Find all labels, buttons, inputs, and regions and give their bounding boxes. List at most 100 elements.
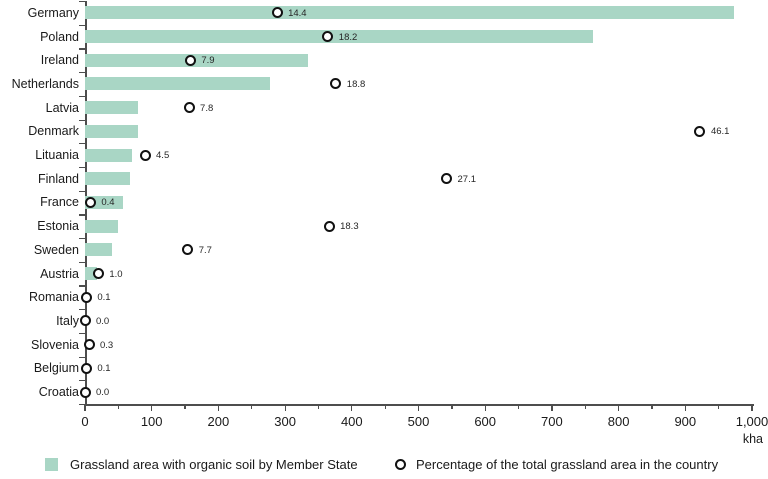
percentage-marker (92, 268, 104, 280)
percentage-marker (83, 339, 95, 351)
percentage-marker (323, 220, 335, 232)
grassland-bar (85, 101, 138, 115)
country-label: Ireland (40, 53, 79, 68)
y-axis-tick (79, 238, 85, 240)
x-axis-minor-tick (584, 404, 586, 409)
percentage-value-label: 0.0 (96, 315, 110, 327)
x-axis-major-tick (484, 404, 486, 411)
country-label: Latvia (45, 100, 79, 115)
legend: Grassland area with organic soil by Memb… (0, 455, 768, 479)
y-axis-tick (79, 119, 85, 121)
country-label: Italy (56, 313, 79, 328)
country-label: Croatia (38, 385, 79, 400)
grassland-bar (85, 77, 270, 91)
percentage-value-label: 0.0 (96, 387, 110, 399)
y-axis-tick (79, 166, 85, 169)
x-axis-tick-label: 400 (340, 414, 363, 429)
plot-area: 0 100 200 300 400 500 600 700 800 900 1,000 Germany… (11, 1, 768, 429)
country-label: Austria (40, 266, 79, 281)
percentage-value-label: 14.4 (288, 7, 307, 19)
percentage-marker (441, 173, 452, 185)
y-axis-tick (79, 72, 85, 74)
percentage-value-label: 0.1 (97, 363, 111, 375)
percentage-value-label: 18.2 (338, 31, 358, 43)
y-axis-tick (79, 48, 85, 50)
percentage-marker (79, 315, 91, 327)
grassland-bar (85, 124, 138, 138)
grassland-bar (85, 243, 112, 257)
y-axis-tick (79, 309, 85, 311)
y-axis-tick (79, 190, 85, 192)
country-label: Estonia (37, 219, 79, 234)
percentage-marker (139, 149, 151, 161)
y-axis-tick (79, 95, 85, 98)
percentage-value-label: 4.5 (156, 150, 170, 162)
percentage-value-label: 18.8 (346, 78, 366, 90)
x-axis-tick-label: 0 (81, 414, 89, 429)
y-axis-tick (79, 332, 85, 335)
x-axis-major-tick (618, 404, 620, 411)
grassland-bar (85, 172, 130, 186)
x-axis-tick-label: 900 (674, 414, 697, 429)
percentage-value-label: 0.1 (97, 292, 111, 304)
country-label: Poland (40, 29, 79, 44)
legend-area-label: Grassland area with organic soil by Memb… (70, 457, 358, 472)
percentage-marker (79, 386, 91, 398)
percentage-marker (84, 196, 96, 208)
percentage-value-label: 7.7 (198, 244, 212, 256)
y-axis-tick (79, 356, 85, 358)
percentage-marker (182, 244, 194, 256)
x-axis-minor-tick (384, 404, 386, 409)
percentage-value-label: 7.8 (200, 102, 214, 114)
country-label: Denmark (28, 124, 79, 139)
percentage-value-label: 18.3 (340, 221, 359, 233)
percentage-marker (80, 362, 92, 374)
y-axis-tick (79, 143, 85, 145)
x-axis-major-tick (751, 404, 753, 411)
y-axis-tick (79, 285, 85, 287)
percentage-value-label: 46.1 (710, 126, 730, 138)
country-label: Sweden (33, 242, 79, 257)
grassland-bar (85, 6, 734, 20)
x-axis (85, 404, 754, 406)
percentage-marker (330, 78, 342, 90)
x-axis-major-tick (551, 404, 553, 411)
x-axis-major-tick (284, 404, 286, 411)
grassland-bar (85, 53, 308, 67)
x-axis-minor-tick (651, 404, 653, 409)
x-axis-minor-tick (517, 404, 520, 409)
x-axis-minor-tick (117, 404, 120, 409)
x-axis-tick-label: 300 (274, 414, 296, 429)
legend-percentage-label: Percentage of the total grassland area i… (416, 457, 719, 472)
percentage-marker (271, 7, 283, 19)
grassland-bar (85, 30, 594, 44)
grassland-bar (85, 219, 118, 233)
country-label: Netherlands (11, 76, 79, 91)
percentage-marker (184, 54, 196, 66)
x-axis-tick-label: 800 (607, 414, 630, 429)
y-axis-tick (79, 1, 85, 3)
x-axis-minor-tick (317, 404, 320, 409)
y-axis-tick (79, 403, 85, 406)
country-label: Slovenia (31, 337, 79, 352)
y-axis-tick (79, 380, 85, 382)
x-axis-major-tick (351, 404, 353, 411)
percentage-marker (694, 125, 706, 137)
x-axis-major-tick (684, 404, 686, 411)
x-axis-tick-label: 500 (407, 414, 430, 429)
x-axis-tick-label: 700 (541, 414, 563, 429)
x-axis-tick-label: 200 (207, 414, 230, 429)
percentage-marker (183, 102, 195, 114)
percentage-value-label: 1.0 (109, 268, 123, 280)
x-axis-tick-label: 600 (474, 414, 497, 429)
percentage-marker (80, 291, 92, 303)
country-label: Belgium (33, 361, 79, 376)
x-axis-unit-label: kha (742, 432, 763, 446)
y-axis-tick (79, 214, 85, 216)
country-label: Germany (27, 5, 79, 20)
grassland-bar (85, 148, 132, 162)
x-axis-minor-tick (451, 404, 453, 409)
x-axis-major-tick (417, 404, 420, 411)
x-axis-major-tick (151, 404, 153, 411)
